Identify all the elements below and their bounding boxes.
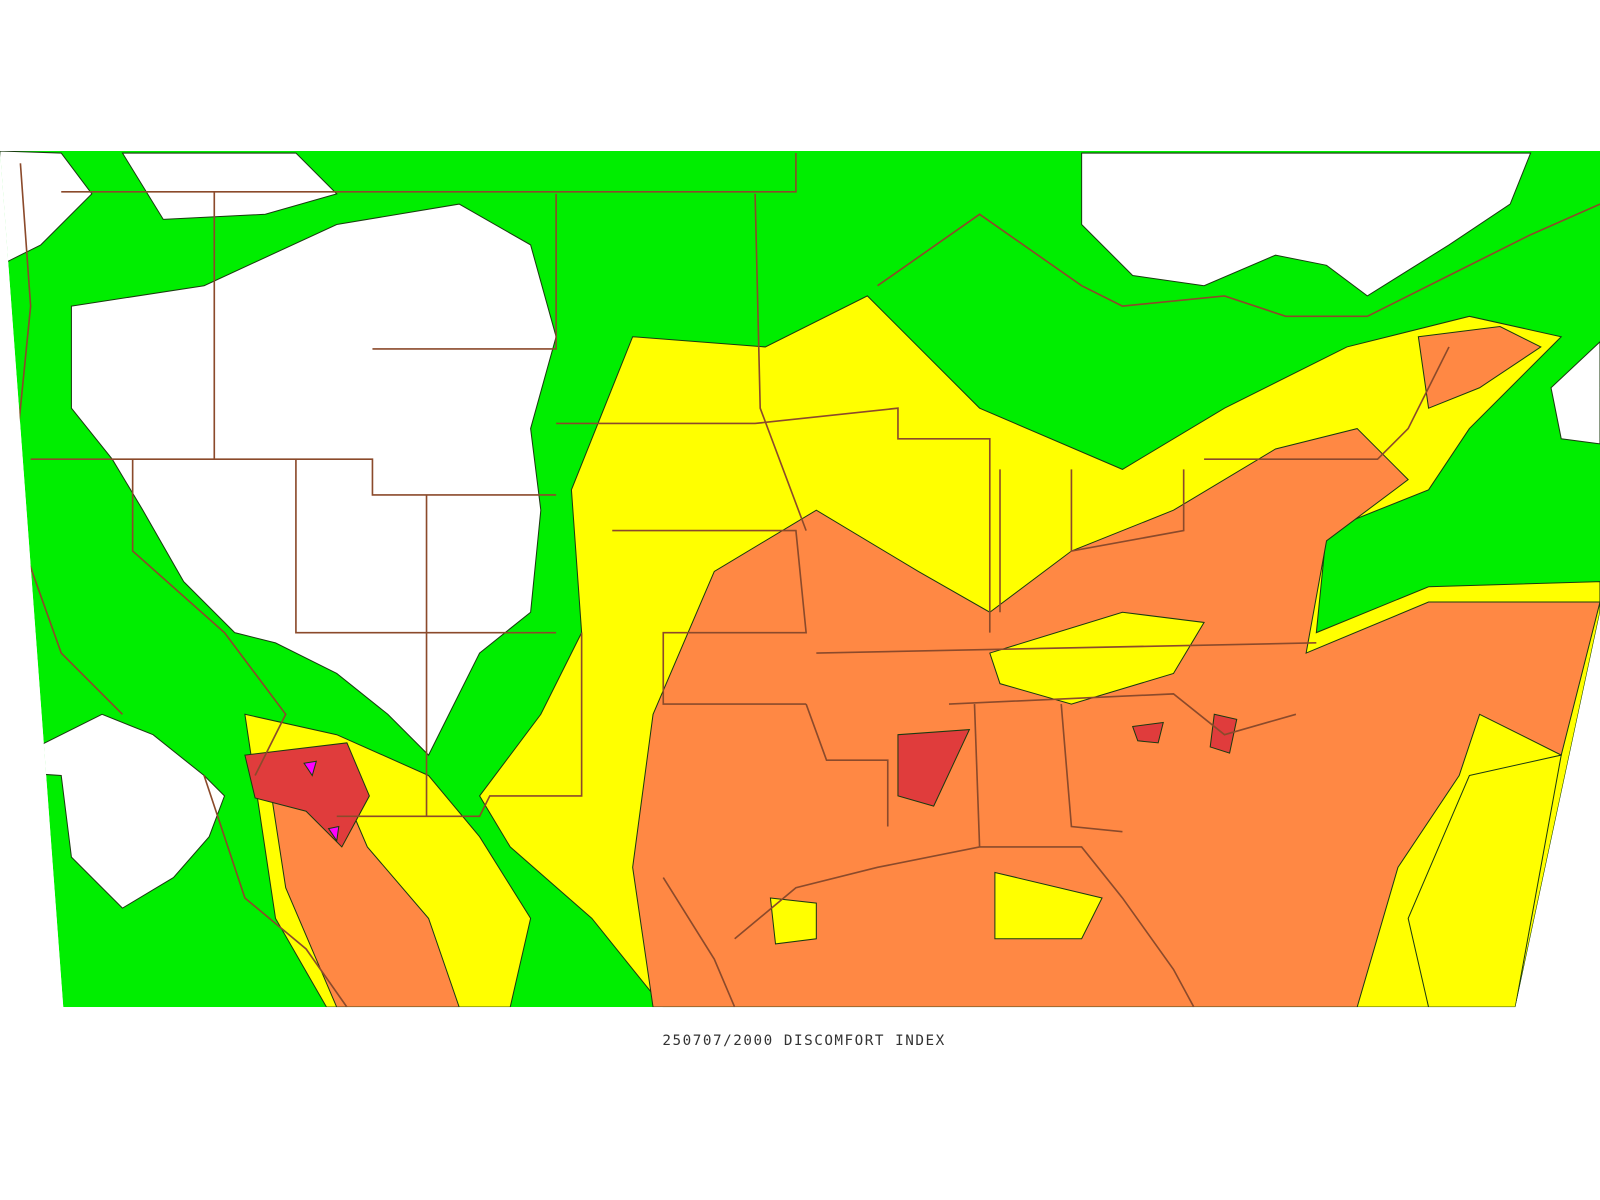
very-high-index-area <box>244 742 370 848</box>
high-index-area <box>632 428 1600 1008</box>
low-index-area <box>1550 340 1600 445</box>
very-high-index-area <box>897 729 971 807</box>
map <box>0 151 1600 1008</box>
moderate-index-area <box>1407 754 1562 1008</box>
very-high-index-area <box>1131 721 1164 744</box>
low-index-area <box>0 151 93 267</box>
map-caption: 250707/2000 DISCOMFORT INDEX <box>662 1033 945 1049</box>
moderate-index-area <box>769 897 817 945</box>
low-index-area <box>70 203 557 756</box>
low-index-area <box>1081 152 1532 297</box>
borders <box>9 153 1600 1008</box>
extreme-index-area <box>327 825 340 843</box>
low-index-area <box>121 152 338 220</box>
moderate-index-area <box>989 611 1205 705</box>
moderate-index-area <box>994 871 1103 940</box>
extreme-index-area <box>303 760 318 777</box>
